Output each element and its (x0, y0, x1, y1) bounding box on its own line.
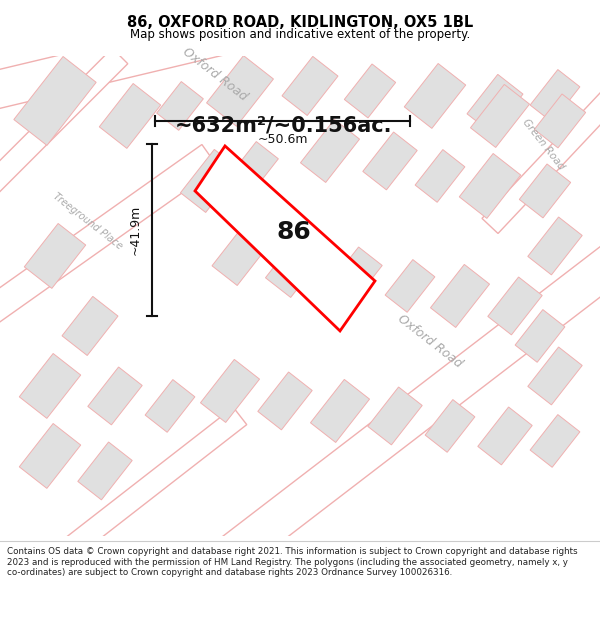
Polygon shape (0, 144, 218, 338)
Polygon shape (528, 217, 582, 275)
Text: 86, OXFORD ROAD, KIDLINGTON, OX5 1BL: 86, OXFORD ROAD, KIDLINGTON, OX5 1BL (127, 15, 473, 30)
Polygon shape (301, 119, 359, 182)
Polygon shape (467, 74, 523, 134)
Polygon shape (53, 408, 247, 564)
Polygon shape (344, 64, 395, 118)
Text: ~632m²/~0.156ac.: ~632m²/~0.156ac. (175, 116, 392, 136)
Polygon shape (19, 354, 81, 418)
Polygon shape (478, 407, 532, 465)
Polygon shape (282, 56, 338, 116)
Polygon shape (19, 424, 81, 488)
Polygon shape (232, 141, 278, 191)
Polygon shape (88, 367, 142, 425)
Polygon shape (145, 379, 195, 432)
Polygon shape (0, 48, 128, 214)
Polygon shape (157, 81, 203, 131)
Polygon shape (24, 224, 86, 288)
Polygon shape (530, 69, 580, 122)
Polygon shape (328, 247, 382, 305)
Polygon shape (430, 264, 490, 328)
Polygon shape (363, 132, 417, 190)
Text: Map shows position and indicative extent of the property.: Map shows position and indicative extent… (130, 28, 470, 41)
Polygon shape (14, 56, 96, 146)
Polygon shape (62, 296, 118, 356)
Polygon shape (0, 0, 394, 114)
Polygon shape (258, 372, 312, 430)
Polygon shape (415, 149, 465, 202)
Polygon shape (206, 56, 274, 126)
Polygon shape (459, 154, 521, 218)
Polygon shape (195, 146, 375, 331)
Polygon shape (535, 94, 586, 148)
Polygon shape (520, 164, 571, 218)
Text: Treeground Place: Treeground Place (52, 191, 125, 251)
Polygon shape (99, 84, 161, 148)
Text: Green Road: Green Road (520, 117, 566, 171)
Polygon shape (218, 210, 600, 572)
Polygon shape (368, 387, 422, 445)
Polygon shape (310, 379, 370, 442)
Polygon shape (425, 399, 475, 452)
Polygon shape (528, 347, 582, 405)
Polygon shape (200, 359, 260, 423)
Polygon shape (385, 259, 435, 312)
Text: Oxford Road: Oxford Road (395, 312, 465, 370)
Text: ~41.9m: ~41.9m (129, 205, 142, 255)
Polygon shape (78, 442, 132, 500)
Text: ~50.6m: ~50.6m (257, 133, 308, 146)
Polygon shape (482, 48, 600, 234)
Text: Contains OS data © Crown copyright and database right 2021. This information is : Contains OS data © Crown copyright and d… (7, 548, 578, 577)
Polygon shape (212, 226, 268, 286)
Polygon shape (488, 277, 542, 335)
Polygon shape (515, 309, 565, 362)
Text: 86: 86 (277, 220, 311, 244)
Text: Oxford Road: Oxford Road (180, 45, 250, 103)
Polygon shape (404, 64, 466, 128)
Polygon shape (530, 414, 580, 468)
Polygon shape (470, 84, 530, 148)
Polygon shape (265, 234, 325, 298)
Polygon shape (181, 149, 239, 213)
